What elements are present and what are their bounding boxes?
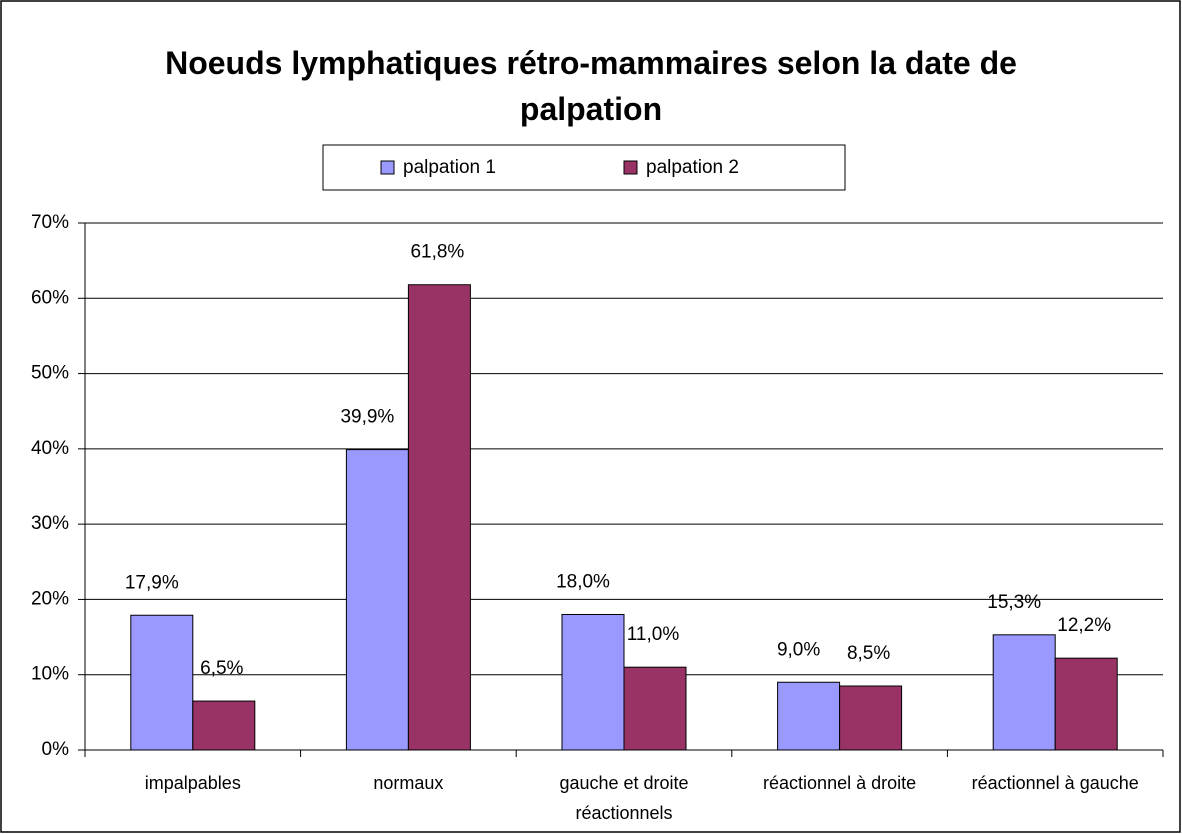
y-tick-label: 60% — [31, 287, 69, 308]
chart-title: Noeuds lymphatiques rétro-mammaires selo… — [165, 45, 1017, 127]
y-tick-label: 50% — [31, 363, 69, 384]
y-tick-label: 10% — [31, 664, 69, 685]
data-label: 6,5% — [200, 658, 243, 679]
x-tick-label: gauche et droite réactionnels — [559, 773, 689, 823]
x-tick-label: impalpables — [144, 773, 241, 793]
bar — [623, 666, 687, 751]
data-label: 39,9% — [340, 407, 394, 428]
data-label: 8,5% — [847, 643, 890, 664]
data-label: 61,8% — [410, 242, 464, 263]
data-label: 18,0% — [556, 572, 610, 593]
y-tick-label: 30% — [31, 513, 69, 534]
x-tick-label: réactionnel à gauche — [971, 773, 1139, 793]
bar — [839, 685, 903, 751]
bar — [992, 634, 1056, 751]
bar — [192, 700, 256, 751]
y-tick-label: 40% — [31, 438, 69, 459]
y-tick-label: 70% — [31, 212, 69, 233]
legend-label: palpation 1 — [403, 157, 496, 178]
bar — [1054, 657, 1118, 751]
legend-swatch — [623, 160, 638, 175]
bar — [407, 284, 471, 751]
data-label: 15,3% — [987, 592, 1041, 613]
legend-box — [322, 144, 846, 191]
legend-swatch — [380, 160, 395, 175]
data-label: 9,0% — [777, 639, 820, 660]
bar — [130, 614, 194, 751]
x-tick-label: réactionnel à droite — [763, 773, 917, 793]
x-tick-label: normaux — [373, 773, 444, 793]
data-label: 11,0% — [627, 624, 680, 645]
data-label: 12,2% — [1057, 615, 1111, 636]
legend-label: palpation 2 — [646, 157, 739, 178]
y-tick-label: 0% — [42, 739, 70, 760]
bar — [561, 613, 625, 751]
bar — [777, 681, 841, 751]
bar — [345, 449, 409, 751]
data-label: 17,9% — [125, 572, 179, 593]
y-tick-label: 20% — [31, 588, 69, 609]
